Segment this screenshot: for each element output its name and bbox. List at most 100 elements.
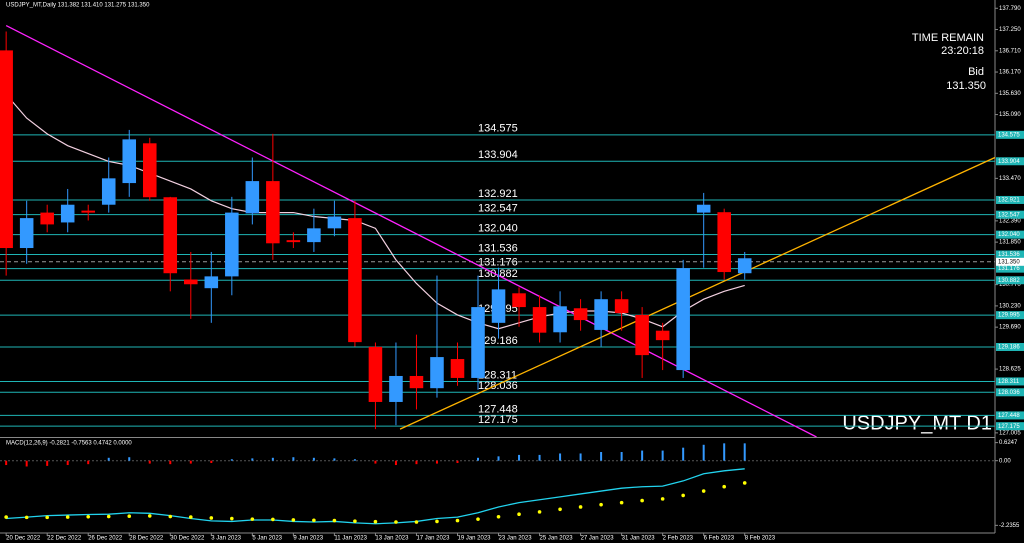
x-tick-label: 31 Jan 2023 <box>622 536 656 542</box>
y-tick-label: 135.090 <box>999 112 1021 118</box>
histogram-bar <box>518 454 521 461</box>
candle-body <box>594 299 608 330</box>
y-tick-label: 131.850 <box>999 240 1021 246</box>
signal-dot <box>4 515 8 519</box>
bid-value: 131.350 <box>946 80 986 92</box>
level-label: 128.311 <box>478 369 517 381</box>
histogram-bar <box>292 457 295 461</box>
x-tick-label: 28 Dec 2022 <box>129 536 164 542</box>
y-tick-label: 137.250 <box>999 27 1021 33</box>
histogram-bar <box>128 457 131 461</box>
signal-dot <box>353 519 357 523</box>
macd-panel <box>0 443 995 525</box>
level-label: 127.448 <box>478 403 518 415</box>
signal-dot <box>106 514 111 519</box>
candle-body <box>40 212 54 225</box>
histogram-bar <box>600 452 603 461</box>
x-tick-label: 19 Jan 2023 <box>457 536 491 542</box>
histogram-bar <box>374 460 377 464</box>
y-tick-label: 0.00 <box>999 458 1011 464</box>
candle-body <box>512 293 526 308</box>
y-tick-label: 129.690 <box>999 325 1021 331</box>
level-axis-box <box>996 343 1024 352</box>
histogram-bar <box>251 458 254 461</box>
histogram-bar <box>723 443 726 461</box>
y-tick-label: 130.770 <box>999 282 1021 288</box>
signal-dot <box>537 510 542 514</box>
x-tick-label: 13 Jan 2023 <box>375 536 409 542</box>
candle-body <box>225 212 239 277</box>
y-tick-label: 137.790 <box>999 6 1021 12</box>
candle-body <box>389 375 403 402</box>
signal-dot <box>517 512 521 516</box>
histogram-bar <box>743 443 746 461</box>
candle-body <box>717 212 731 273</box>
x-tick-label: 17 Jan 2023 <box>416 536 450 542</box>
level-label: 132.547 <box>478 203 518 215</box>
histogram-bar <box>46 460 49 466</box>
candle-body <box>409 375 424 389</box>
x-tick-label: 2 Feb 2023 <box>663 536 694 542</box>
candle-body <box>450 359 465 378</box>
signal-dot <box>496 515 501 519</box>
candle-body <box>327 216 342 229</box>
histogram-bar <box>415 460 418 465</box>
signal-dot <box>86 515 91 519</box>
histogram-bar <box>435 460 438 464</box>
candle-body <box>737 258 752 274</box>
signal-dot <box>312 518 316 523</box>
histogram-bar <box>87 460 90 465</box>
candle-body <box>142 143 157 198</box>
y-tick-label: -2.2355 <box>999 523 1020 529</box>
histogram-bar <box>189 460 192 464</box>
candle-body <box>368 346 383 402</box>
histogram-bar <box>66 460 69 466</box>
level-axis-box <box>996 157 1024 166</box>
main-panel: 134.575 133.904 132.921 132.547 132.040 131.5… <box>0 25 995 437</box>
signal-dot <box>394 520 398 524</box>
signal-dot <box>250 517 255 521</box>
candle-body <box>204 276 219 289</box>
candle-body <box>163 197 178 274</box>
x-tick-label: 26 Dec 2022 <box>88 536 123 542</box>
x-tick-label: 27 Jan 2023 <box>581 536 615 542</box>
symbol-info: USDJPY_MT,Daily 131.382 131.410 131.275 … <box>6 3 150 9</box>
level-axis-box <box>996 130 1024 139</box>
bid-label: Bid <box>968 66 984 78</box>
candle-body <box>0 50 13 249</box>
level-axis-label: 132.547 <box>998 212 1020 218</box>
level-axis-label: 132.040 <box>998 232 1020 238</box>
level-label: 129.186 <box>478 335 518 347</box>
histogram-bar <box>682 447 685 461</box>
histogram-bar <box>641 450 644 461</box>
y-tick-label: 133.470 <box>999 176 1021 182</box>
level-axis-box <box>996 422 1024 431</box>
candle-body <box>81 210 95 213</box>
watermark: USDJPY_MT D1 <box>842 412 992 434</box>
signal-dot <box>599 502 603 507</box>
histogram-bar <box>702 444 705 461</box>
histogram-bar <box>620 452 623 461</box>
signal-dot <box>168 514 173 519</box>
time-remain-label: TIME REMAIN <box>912 32 984 44</box>
signal-dot <box>209 516 214 520</box>
histogram-bar <box>148 460 151 464</box>
level-axis-box <box>996 264 1024 273</box>
signal-dot <box>65 515 70 519</box>
level-axis-label: 134.575 <box>998 132 1020 138</box>
candle-body <box>573 308 588 321</box>
histogram-bar <box>477 457 480 461</box>
level-axis-label: 128.311 <box>998 379 1020 385</box>
level-axis-label: 132.921 <box>998 198 1020 204</box>
x-tick-label: 22 Dec 2022 <box>47 536 82 542</box>
level-axis-box <box>996 210 1024 219</box>
histogram-bar <box>353 459 356 461</box>
level-axis-label: 130.882 <box>998 278 1020 284</box>
last-price-label: 131.350 <box>998 259 1020 265</box>
candle-body <box>266 181 280 244</box>
signal-dot <box>455 518 460 523</box>
histogram-bar <box>538 454 541 461</box>
level-axis-box <box>996 377 1024 386</box>
signal-dot <box>619 500 624 505</box>
y-tick-label: 136.710 <box>999 48 1021 54</box>
